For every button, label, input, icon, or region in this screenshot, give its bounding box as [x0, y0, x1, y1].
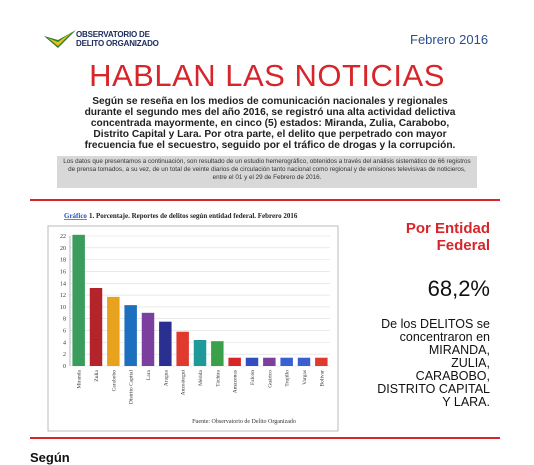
logo-text: DELITO ORGANIZADO [76, 39, 159, 48]
chart-title-prefix: Gráfico [64, 212, 87, 220]
bar [124, 305, 137, 366]
y-tick-label: 10 [60, 305, 66, 311]
x-tick-label: Falcón [250, 370, 256, 385]
chart-title: Gráfico 1. Porcentaje. Reportes de delito… [64, 212, 298, 220]
bar [211, 341, 224, 366]
side-text-line: De los DELITOS se [381, 317, 490, 331]
side-text-line: CARABOBO, [415, 369, 490, 383]
x-tick-label: Anzoátegui [181, 370, 187, 396]
note: Los datos que presentamos a continuación… [57, 156, 477, 188]
highlight-value: 68,2% [427, 276, 490, 301]
bar [280, 357, 293, 366]
logo-text: OBSERVATORIO DE [76, 30, 150, 39]
bar [141, 312, 155, 366]
bar [72, 234, 85, 366]
side-text: De los DELITOS se concentraron en MIRANDA,… [350, 318, 490, 409]
chart-source: Fuente: Observatorio de Delito Organizad… [192, 419, 296, 425]
chart: Gráfico 1. Porcentaje. Reportes de delito… [47, 212, 339, 432]
side-title-line: Por Entidad [405, 220, 490, 237]
y-tick-label: 20 [60, 246, 66, 252]
x-tick-label: Zulia [94, 369, 100, 381]
side-title: Por Entidad Federal [360, 220, 490, 254]
x-tick-label: Distrito Capital [129, 370, 135, 405]
bar [89, 288, 103, 366]
y-tick-label: 12 [60, 293, 66, 299]
x-tick-label: Vargas [302, 370, 308, 385]
bar [228, 357, 241, 366]
x-tick-label: Carabobo [111, 370, 117, 392]
chart-title-text: 1. Porcentaje. Reportes de delitos según… [89, 212, 298, 220]
divider [30, 437, 500, 439]
x-tick-label: Táchira [215, 369, 221, 386]
bar [297, 357, 311, 366]
bar [159, 321, 172, 366]
bar [263, 357, 276, 366]
side-title-line: Federal [436, 237, 490, 254]
x-tick-label: Miranda [77, 369, 83, 388]
y-tick-label: 0 [63, 364, 66, 370]
x-tick-label: Amazonas [233, 370, 239, 393]
intro: Según se reseña en los medios de comunic… [84, 96, 456, 151]
x-tick-label: Guárico [267, 370, 273, 388]
side-text-line: Y LARA. [442, 395, 490, 409]
y-tick-label: 6 [63, 329, 66, 335]
side-text-line: MIRANDA, [428, 343, 490, 357]
logo-mark [44, 30, 76, 48]
side-text-line: concentraron en [399, 330, 490, 344]
y-tick-label: 14 [60, 281, 66, 287]
y-tick-label: 18 [60, 258, 66, 264]
x-tick-label: Lara [146, 369, 152, 380]
page-title: HABLAN LAS NOTICIAS [89, 58, 445, 93]
side-text-line: ZULIA, [451, 356, 490, 370]
plot-frame [47, 225, 339, 432]
date: Febrero 2016 [410, 32, 489, 47]
divider [30, 199, 500, 201]
x-tick-label: Bolívar [319, 370, 325, 387]
bar [245, 357, 259, 366]
x-tick-label: Trujillo [285, 370, 291, 387]
side-text-line: DISTRITO CAPITAL [377, 382, 490, 396]
footer-text: Según [30, 450, 70, 465]
bar [107, 296, 120, 366]
y-tick-label: 16 [60, 269, 66, 275]
x-tick-label: Mérida [198, 369, 204, 385]
y-tick-label: 2 [63, 352, 66, 358]
bar [176, 331, 189, 366]
x-tick-label: Aragua [163, 369, 169, 386]
bar [193, 340, 207, 366]
y-tick-label: 4 [63, 340, 66, 346]
y-tick-label: 8 [63, 317, 66, 323]
y-tick-label: 22 [60, 234, 66, 240]
bar [315, 357, 328, 366]
